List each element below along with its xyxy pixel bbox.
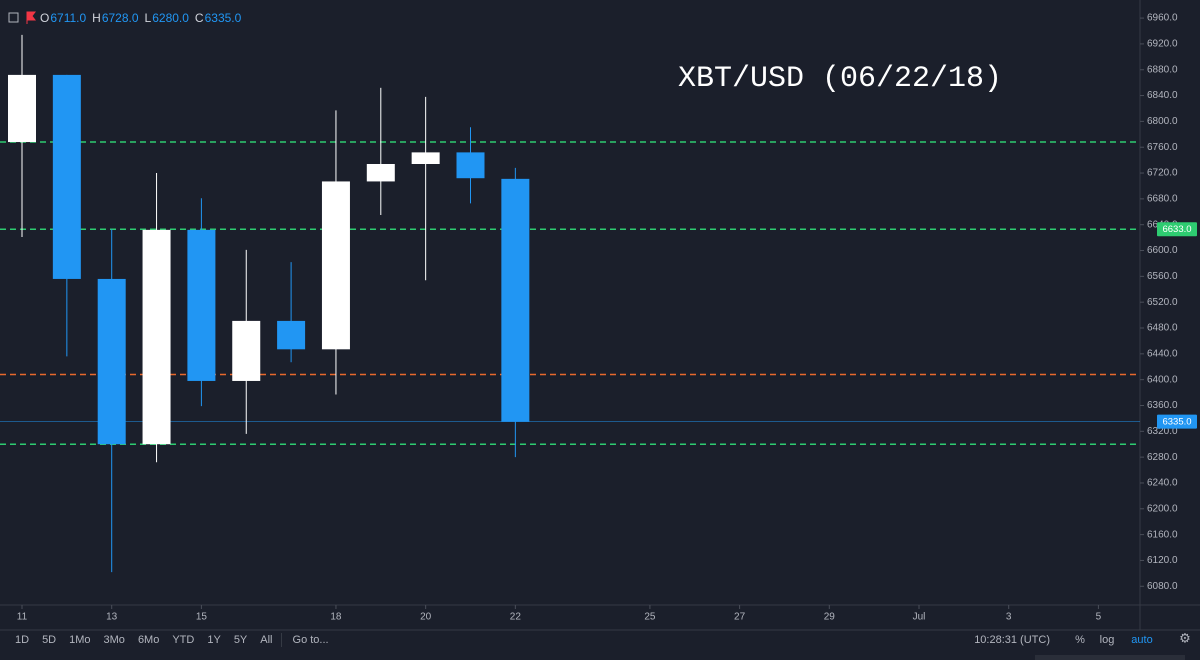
candle-body (277, 320, 306, 350)
y-tick-label: 6680.0 (1147, 194, 1178, 205)
candle-body (142, 229, 171, 445)
candle-body (52, 74, 81, 279)
y-tick-label: 6560.0 (1147, 271, 1178, 282)
x-tick-label: 29 (824, 612, 836, 623)
range-button[interactable]: 5Y (234, 634, 248, 646)
candle-body (232, 320, 261, 381)
x-tick-label: 25 (644, 612, 656, 623)
clock: 10:28:31 (UTC) (974, 634, 1050, 646)
x-tick-label: 3 (1006, 612, 1012, 623)
y-tick-label: 6160.0 (1147, 529, 1178, 540)
range-button[interactable]: 1Y (207, 634, 221, 646)
legend-key: H (92, 11, 101, 25)
y-tick-label: 6800.0 (1147, 116, 1178, 127)
legend-key: O (40, 11, 49, 25)
y-tick-label: 6880.0 (1147, 64, 1178, 75)
candle-body (187, 229, 216, 381)
legend-value: 6711.0 (50, 11, 86, 25)
y-tick-label: 6920.0 (1147, 39, 1178, 50)
y-tick-label: 6200.0 (1147, 503, 1178, 514)
y-tick-label: 6600.0 (1147, 245, 1178, 256)
range-button[interactable]: 5D (42, 634, 56, 646)
flag-icon[interactable] (26, 11, 36, 24)
x-tick-label: 11 (17, 612, 28, 623)
auto-button[interactable]: auto (1131, 634, 1152, 646)
price-tag-label: 6633.0 (1162, 224, 1191, 235)
x-tick-label: 15 (196, 612, 208, 623)
x-tick-label: 22 (510, 612, 522, 623)
y-tick-label: 6760.0 (1147, 142, 1178, 153)
legend-value: 6335.0 (205, 11, 242, 25)
legend-value: 6728.0 (102, 11, 139, 25)
legend-key: L (145, 11, 152, 25)
percent-button[interactable]: % (1075, 634, 1085, 646)
scrollbar[interactable] (1035, 655, 1185, 660)
candle-body (97, 278, 126, 445)
range-button[interactable]: 6Mo (138, 634, 159, 646)
chart-title: XBT/USD (06/22/18) (678, 62, 1002, 96)
candle-body (321, 181, 350, 350)
range-button[interactable]: 1D (15, 634, 29, 646)
log-button[interactable]: log (1100, 634, 1115, 646)
y-tick-label: 6440.0 (1147, 348, 1178, 359)
range-button[interactable]: YTD (172, 634, 194, 646)
legend-value: 6280.0 (152, 11, 189, 25)
y-tick-label: 6960.0 (1147, 13, 1178, 24)
y-tick-label: 6400.0 (1147, 374, 1178, 385)
x-tick-label: 13 (106, 612, 118, 623)
x-tick-label: 18 (330, 612, 342, 623)
x-tick-label: 5 (1096, 612, 1102, 623)
y-tick-label: 6720.0 (1147, 168, 1178, 179)
collapse-icon[interactable] (8, 12, 19, 23)
candle-body (8, 74, 36, 143)
candle-body (501, 178, 530, 422)
range-button[interactable]: 1Mo (69, 634, 90, 646)
candle-body (366, 164, 395, 182)
y-tick-label: 6480.0 (1147, 323, 1178, 334)
legend-key: C (195, 11, 204, 25)
price-tag (1157, 414, 1197, 429)
y-tick-label: 6520.0 (1147, 297, 1178, 308)
candle-body (411, 152, 440, 165)
y-tick-label: 6080.0 (1147, 581, 1178, 592)
y-tick-label: 6280.0 (1147, 452, 1178, 463)
x-tick-label: Jul (913, 612, 926, 623)
x-tick-label: 20 (420, 612, 432, 623)
settings-icon[interactable]: ⚙ (1179, 630, 1191, 645)
candle-body (456, 152, 485, 179)
goto-button[interactable]: Go to... (293, 634, 329, 646)
price-tag-label: 6335.0 (1162, 417, 1191, 428)
y-tick-label: 6120.0 (1147, 555, 1178, 566)
range-button[interactable]: 3Mo (104, 634, 125, 646)
range-button[interactable]: All (260, 634, 272, 646)
y-tick-label: 6840.0 (1147, 90, 1178, 101)
y-tick-label: 6240.0 (1147, 478, 1178, 489)
y-tick-label: 6320.0 (1147, 426, 1178, 437)
x-tick-label: 27 (734, 612, 746, 623)
y-tick-label: 6360.0 (1147, 400, 1178, 411)
price-tag (1157, 222, 1197, 237)
